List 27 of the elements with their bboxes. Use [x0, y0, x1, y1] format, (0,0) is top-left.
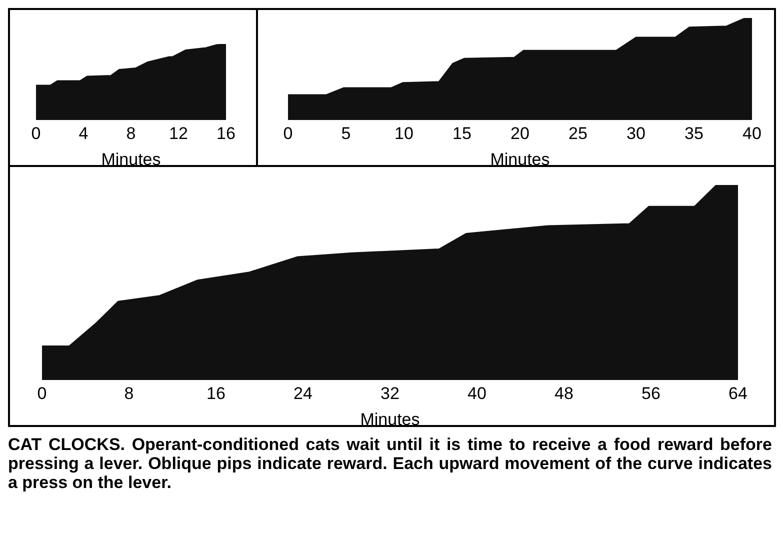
x-tick-label: 40 — [742, 124, 762, 144]
x-tick-label: 20 — [510, 124, 530, 144]
x-tick-label: 35 — [684, 124, 704, 144]
x-tick-label: 12 — [169, 124, 188, 144]
x-axis-title: Minutes — [360, 410, 420, 429]
x-tick-label: 25 — [568, 124, 588, 144]
x-tick-label: 0 — [283, 124, 293, 144]
x-tick-label: 30 — [626, 124, 646, 144]
x-tick-label: 24 — [294, 384, 312, 404]
x-tick-label: 48 — [554, 384, 574, 404]
x-tick-label: 64 — [728, 384, 748, 404]
x-tick-label: 0 — [31, 124, 41, 144]
x-tick-label: 8 — [124, 384, 134, 404]
x-tick-label: 56 — [642, 384, 660, 404]
text: CAT CLOCKS. Operant-conditioned cats wait until it is time to receive a food reward before pressing a lever. Oblique pips indicate reward. Each upward movement of the curve indicates a press on the lever. — [8, 435, 772, 492]
x-tick-label: 10 — [394, 124, 414, 144]
x-tick-label: 4 — [78, 124, 88, 144]
x-tick-label: 32 — [380, 384, 400, 404]
x-axis-title: Minutes — [490, 150, 550, 169]
x-tick-label: 16 — [216, 124, 236, 144]
x-tick-label: 0 — [37, 384, 47, 404]
x-tick-label: 8 — [126, 124, 136, 144]
x-tick-label: 5 — [341, 124, 351, 144]
x-tick-label: 40 — [468, 384, 486, 404]
x-tick-label: 15 — [452, 124, 472, 144]
x-tick-label: 16 — [206, 384, 226, 404]
x-axis-title: Minutes — [101, 150, 161, 169]
